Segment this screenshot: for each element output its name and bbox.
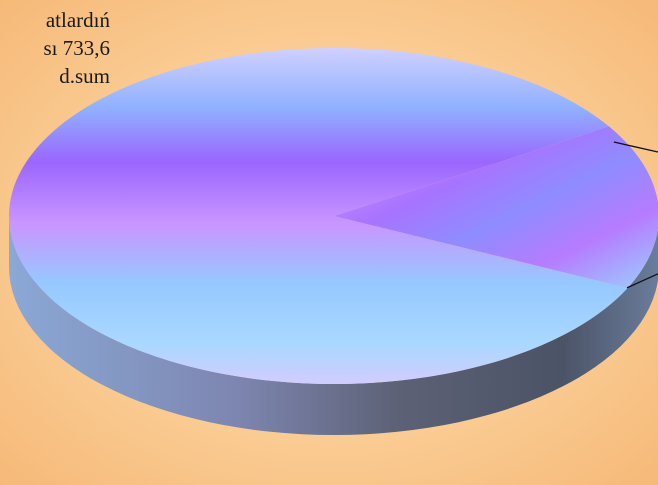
cropped-text-block: atlardıń sı 733,6 d.sum bbox=[0, 6, 110, 90]
leader-line-2 bbox=[626, 273, 658, 289]
leader-line-1 bbox=[613, 141, 658, 153]
pie-slice-small bbox=[334, 126, 658, 288]
text-line-1: atlardıń bbox=[45, 8, 110, 32]
text-line-2: sı 733,6 bbox=[43, 36, 110, 60]
text-line-3: d.sum bbox=[59, 64, 110, 88]
pie-slice-large bbox=[8, 48, 628, 384]
pie-side-wall bbox=[9, 216, 658, 435]
pie-group bbox=[8, 48, 658, 435]
